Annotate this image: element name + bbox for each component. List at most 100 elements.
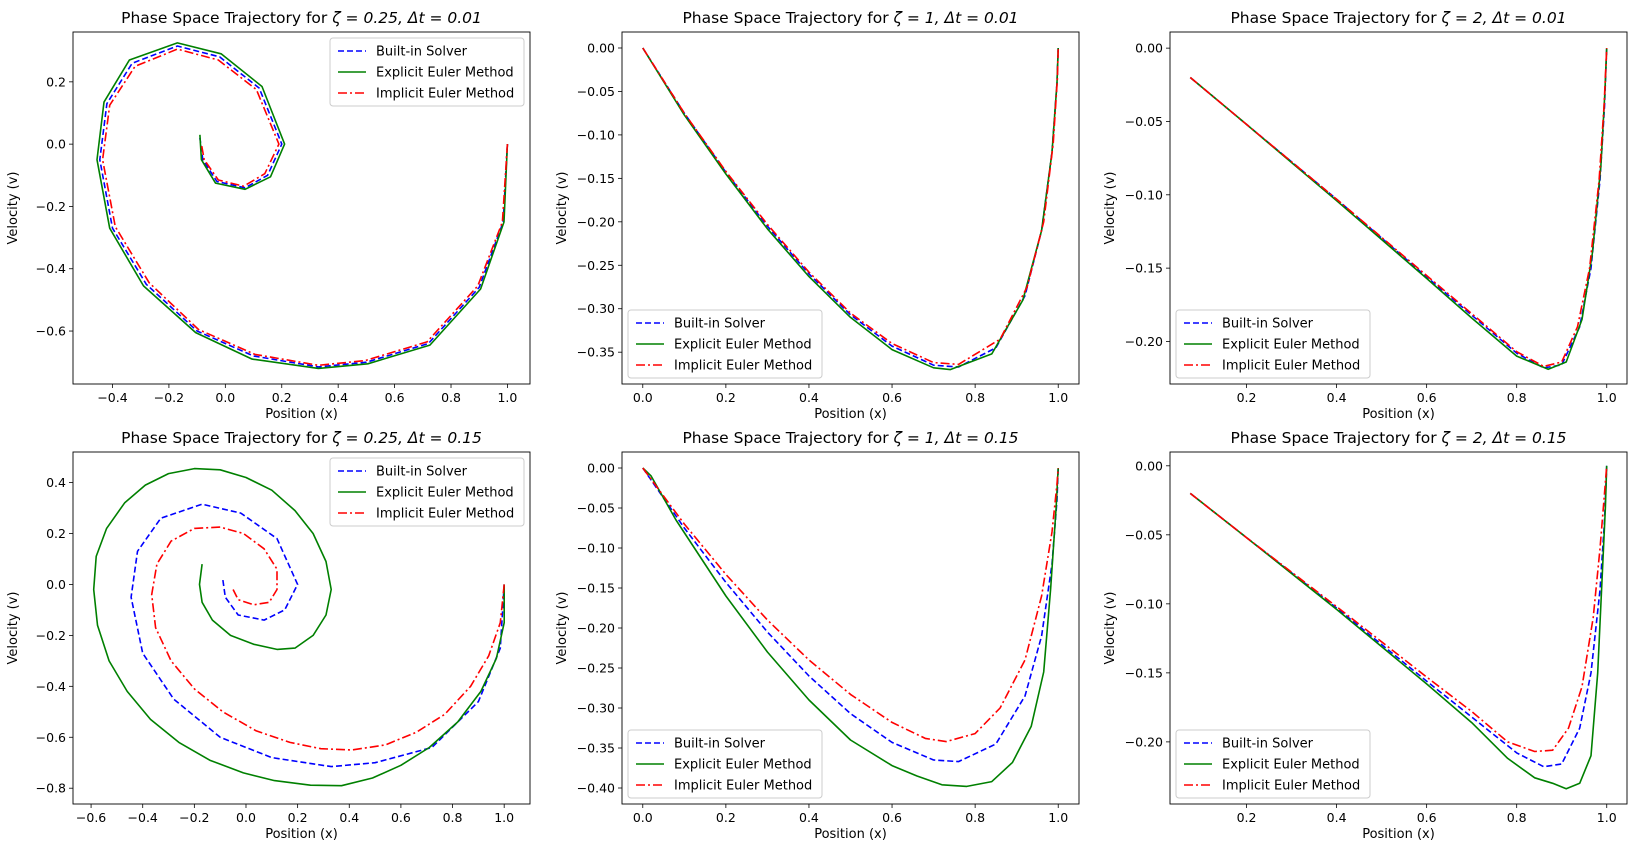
y-tick-label: −0.20 (577, 214, 615, 229)
x-tick-label: 0.2 (1237, 810, 1257, 825)
subplot-2: Phase Space Trajectory for ζ = 1, Δt = 0… (555, 9, 1080, 422)
series-line-explicit (96, 42, 509, 370)
legend-box (1175, 309, 1371, 379)
x-tick-label: 0.6 (385, 390, 405, 405)
series-line-implicit (1189, 465, 1608, 753)
legend-label-implicit: Implicit Euler Method (674, 779, 812, 794)
x-tick-label: 0.6 (882, 390, 902, 405)
y-tick-label: −0.25 (577, 661, 615, 676)
legend-label-implicit: Implicit Euler Method (376, 87, 514, 102)
x-tick-label: 1.0 (1597, 390, 1617, 405)
x-tick-label: 0.6 (391, 810, 411, 825)
y-tick-label: −0.15 (1125, 665, 1163, 680)
y-tick-label: −0.4 (36, 261, 66, 276)
y-tick-label: −0.20 (1125, 334, 1163, 349)
x-tick-label: 0.4 (1327, 810, 1347, 825)
x-tick-label: 1.0 (497, 390, 517, 405)
x-axis-label: Position (x) (265, 407, 338, 422)
x-tick-label: 0.2 (1237, 390, 1257, 405)
series-line-implicit (150, 526, 505, 751)
legend-box (627, 729, 823, 799)
x-axis-label: Position (x) (265, 827, 338, 842)
y-tick-label: −0.15 (577, 171, 615, 186)
y-tick-label: 0.4 (46, 475, 66, 490)
series-line-builtin (130, 503, 505, 768)
y-axis-label: Velocity (v) (555, 172, 570, 245)
legend-label-explicit: Explicit Euler Method (674, 338, 812, 353)
subplot-title: Phase Space Trajectory for ζ = 1, Δt = 0… (682, 429, 1018, 447)
x-tick-label: 0.4 (799, 390, 819, 405)
title-math: ζ = 2, Δt = 0.01 (1441, 9, 1567, 27)
x-axis-label: Position (x) (1362, 407, 1435, 422)
legend-box (1175, 729, 1371, 799)
y-tick-label: −0.10 (1125, 187, 1163, 202)
y-axis-label: Velocity (v) (6, 592, 21, 665)
x-tick-label: 0.0 (633, 810, 653, 825)
x-tick-label: −0.2 (154, 390, 184, 405)
y-tick-label: 0.00 (1135, 458, 1163, 473)
y-tick-label: −0.15 (1125, 261, 1163, 276)
subplot-6: Phase Space Trajectory for ζ = 2, Δt = 0… (1103, 429, 1628, 842)
series-line-explicit (1189, 465, 1608, 790)
y-tick-label: −0.20 (577, 621, 615, 636)
y-tick-label: 0.00 (587, 461, 615, 476)
legend-box (329, 37, 525, 107)
subplot-3: Phase Space Trajectory for ζ = 2, Δt = 0… (1103, 9, 1628, 422)
series-line-explicit (642, 467, 1059, 788)
subplot-title: Phase Space Trajectory for ζ = 0.25, Δt … (121, 429, 482, 447)
series-line-explicit (92, 467, 505, 787)
y-tick-label: −0.10 (577, 127, 615, 142)
title-math: ζ = 0.25, Δt = 0.01 (331, 9, 482, 27)
subplot-4: Phase Space Trajectory for ζ = 0.25, Δt … (6, 429, 531, 842)
x-tick-label: −0.2 (179, 810, 209, 825)
legend-label-builtin: Built-in Solver (376, 465, 468, 480)
x-tick-label: 0.8 (1507, 390, 1527, 405)
y-tick-label: −0.6 (36, 324, 66, 339)
series-line-implicit (101, 48, 509, 367)
subplot-5: Phase Space Trajectory for ζ = 1, Δt = 0… (555, 429, 1080, 842)
legend: Built-in Solver Explicit Euler Method Impl… (1175, 729, 1371, 799)
subplot-1: Phase Space Trajectory for ζ = 0.25, Δt … (6, 9, 531, 422)
legend-box (329, 457, 525, 527)
legend-label-builtin: Built-in Solver (674, 317, 766, 332)
y-axis-label: Velocity (v) (6, 172, 21, 245)
y-tick-label: −0.05 (1125, 114, 1163, 129)
series-line-implicit (642, 467, 1059, 743)
y-tick-label: 0.2 (46, 74, 66, 89)
x-tick-label: 0.2 (288, 810, 308, 825)
y-tick-label: −0.05 (577, 84, 615, 99)
y-axis-label: Velocity (v) (1103, 172, 1118, 245)
y-tick-label: −0.25 (577, 258, 615, 273)
x-tick-label: 0.2 (716, 810, 736, 825)
legend: Built-in Solver Explicit Euler Method Impl… (1175, 309, 1371, 379)
legend-label-implicit: Implicit Euler Method (674, 359, 812, 374)
x-axis-label: Position (x) (814, 827, 887, 842)
legend-label-explicit: Explicit Euler Method (376, 486, 514, 501)
y-tick-label: −0.10 (1125, 596, 1163, 611)
legend-label-builtin: Built-in Solver (1222, 737, 1314, 752)
x-tick-label: 0.4 (1327, 390, 1347, 405)
x-axis-label: Position (x) (1362, 827, 1435, 842)
y-tick-label: 0.0 (46, 137, 66, 152)
x-tick-label: 0.4 (328, 390, 348, 405)
plot-frame (1169, 451, 1628, 805)
y-tick-label: 0.0 (46, 577, 66, 592)
x-tick-label: 0.8 (441, 390, 461, 405)
x-tick-label: 0.6 (1417, 810, 1437, 825)
x-tick-label: 0.2 (716, 390, 736, 405)
x-tick-label: 0.4 (799, 810, 819, 825)
title-math: ζ = 2, Δt = 0.15 (1441, 429, 1567, 447)
y-tick-label: −0.2 (36, 628, 66, 643)
title-prefix: Phase Space Trajectory for (682, 9, 893, 27)
x-tick-label: 0.0 (633, 390, 653, 405)
y-tick-label: −0.6 (36, 730, 66, 745)
plot-frame (72, 451, 531, 805)
legend-label-builtin: Built-in Solver (674, 737, 766, 752)
series-line-explicit (1189, 48, 1608, 371)
x-tick-label: 0.8 (1507, 810, 1527, 825)
y-axis-label: Velocity (v) (1103, 592, 1118, 665)
series-line-builtin (99, 45, 509, 368)
x-tick-label: 0.6 (1417, 390, 1437, 405)
y-tick-label: −0.40 (577, 781, 615, 796)
